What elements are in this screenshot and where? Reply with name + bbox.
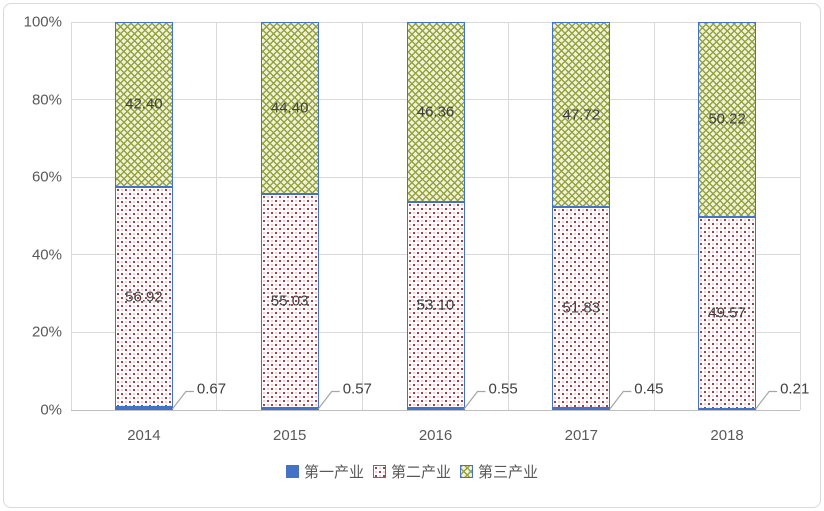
- segment-primary-2017: [552, 408, 611, 410]
- x-axis-label: 2016: [418, 427, 453, 444]
- x-axis-label: 2015: [273, 427, 307, 444]
- segment-tertiary-2015: [260, 22, 319, 195]
- gridline-vertical: [653, 22, 655, 410]
- gridline-vertical: [70, 22, 72, 410]
- x-axis-line: [71, 409, 800, 411]
- data-label-primary: 0.21: [780, 380, 810, 398]
- legend-swatch-green-crosshatch: [460, 465, 473, 478]
- x-axis-label: 2014: [127, 427, 161, 444]
- y-axis-tick: 20%: [31, 323, 62, 341]
- segment-secondary-2018: [698, 216, 757, 410]
- segment-secondary-2014: [114, 186, 173, 408]
- gridline-vertical: [507, 22, 509, 410]
- y-axis-tick: 100%: [23, 13, 62, 31]
- segment-tertiary-2014: [114, 22, 173, 187]
- data-label-tertiary: 47.72: [562, 106, 601, 124]
- segment-primary-2018: [698, 409, 757, 410]
- gridline-vertical: [362, 22, 364, 410]
- data-label-tertiary: 42.40: [125, 95, 163, 113]
- data-label-secondary: 53.10: [416, 296, 455, 314]
- stacked-bar-2014: 42.40 56.92: [114, 22, 173, 410]
- data-label-secondary: 49.57: [708, 304, 746, 322]
- data-label-secondary: 56.92: [125, 288, 163, 306]
- x-axis-label: 2018: [710, 427, 744, 444]
- segment-tertiary-2018: [698, 22, 757, 217]
- data-label-secondary: 51.83: [562, 299, 601, 317]
- legend-item-secondary-industry: 第二产业: [372, 461, 451, 482]
- segment-secondary-2017: [552, 207, 611, 409]
- stacked-bar-2017: 47.72 51.83: [552, 22, 611, 410]
- legend-swatch-red-dots: [372, 465, 386, 478]
- data-label-tertiary: 50.22: [708, 110, 746, 128]
- segment-primary-2014: [114, 407, 173, 410]
- segment-tertiary-2016: [406, 22, 465, 202]
- y-axis-tick: 60%: [31, 168, 62, 186]
- legend-label: 第二产业: [390, 464, 451, 481]
- gridline-vertical: [216, 22, 218, 410]
- legend-swatch-solid-blue: [285, 465, 299, 478]
- segment-primary-2015: [260, 407, 319, 410]
- data-label-tertiary: 46.36: [416, 103, 455, 121]
- segment-tertiary-2017: [552, 22, 611, 208]
- data-label-primary: 0.57: [342, 380, 372, 398]
- y-axis-tick: 80%: [31, 91, 62, 109]
- gridline-vertical: [799, 22, 801, 410]
- legend-label: 第一产业: [303, 464, 364, 481]
- stacked-bar-2015: 44.40 55.03: [260, 22, 319, 410]
- segment-secondary-2016: [406, 201, 465, 408]
- y-axis-tick: 0%: [40, 401, 62, 419]
- y-axis-tick: 40%: [31, 246, 62, 264]
- legend-label: 第三产业: [478, 464, 539, 481]
- stacked-bar-2016: 46.36 53.10: [406, 22, 465, 410]
- data-label-tertiary: 44.40: [270, 99, 309, 117]
- legend: 第一产业 第二产业 第三产业: [0, 461, 824, 482]
- x-axis-label: 2017: [564, 427, 598, 444]
- data-label-secondary: 55.03: [270, 292, 309, 310]
- data-label-primary: 0.55: [488, 380, 518, 398]
- legend-item-primary-industry: 第一产业: [285, 461, 364, 482]
- legend-item-tertiary-industry: 第三产业: [460, 461, 538, 482]
- data-label-primary: 0.67: [196, 380, 227, 398]
- segment-primary-2016: [406, 407, 465, 410]
- segment-secondary-2015: [260, 194, 319, 408]
- data-label-primary: 0.45: [634, 380, 664, 398]
- stacked-bar-2018: 50.22 49.57: [698, 22, 757, 410]
